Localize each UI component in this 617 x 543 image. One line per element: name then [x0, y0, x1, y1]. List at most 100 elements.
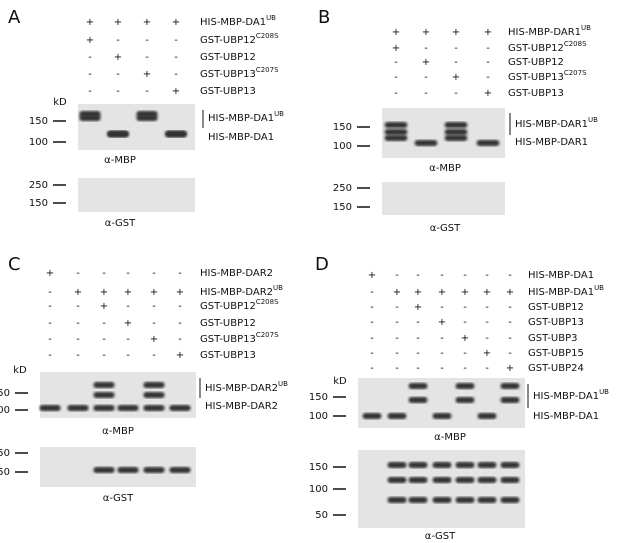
sign: +: [414, 302, 422, 313]
row-label-sup: UB: [581, 24, 591, 32]
sign: +: [368, 270, 376, 281]
row-label: GST-UBP13C207S: [508, 69, 587, 83]
sign: -: [152, 350, 156, 361]
row-label-sup: UB: [266, 14, 276, 22]
sign: +: [483, 348, 491, 359]
band: [477, 462, 497, 468]
band: [117, 405, 139, 411]
marker-label: 50: [315, 510, 328, 521]
band: [143, 382, 165, 388]
antibody-label: α-MBP: [102, 426, 134, 437]
band: [455, 497, 475, 503]
band: [169, 405, 191, 411]
row-label-text: HIS-MBP-DA1: [528, 287, 594, 298]
sign: +: [484, 88, 492, 99]
band: [93, 405, 115, 411]
row-label: GST-UBP12C208S: [200, 298, 279, 312]
band: [384, 122, 408, 128]
marker-label: 250: [333, 183, 352, 194]
band-label-text: HIS-MBP-DAR2: [205, 401, 278, 412]
sign: +: [100, 301, 108, 312]
sign: +: [46, 268, 54, 279]
kd-label: kD: [13, 365, 27, 376]
sign: -: [48, 301, 52, 312]
marker-label: 100: [309, 484, 328, 495]
sign: -: [395, 348, 399, 359]
row-label: HIS-MBP-DAR1UB: [508, 24, 591, 38]
sign: -: [126, 268, 130, 279]
sign: -: [76, 350, 80, 361]
sign: -: [394, 88, 398, 99]
sign: +: [143, 17, 151, 28]
sign: -: [370, 363, 374, 374]
band: [408, 462, 428, 468]
sign: +: [100, 287, 108, 298]
kd-label: kD: [333, 376, 347, 387]
sign: -: [126, 334, 130, 345]
sign: -: [485, 363, 489, 374]
sign: -: [416, 270, 420, 281]
band-label-sup: UB: [274, 110, 284, 118]
row-label: HIS-MBP-DA1: [528, 270, 594, 281]
sign: -: [463, 270, 467, 281]
band-label: HIS-MBP-DA1: [208, 132, 274, 143]
sign: +: [150, 334, 158, 345]
antibody-label: α-GST: [105, 218, 136, 229]
sign: -: [178, 334, 182, 345]
sign: +: [86, 35, 94, 46]
band: [444, 122, 468, 128]
sign: -: [416, 363, 420, 374]
row-label-text: GST-UBP13: [508, 72, 564, 83]
sign: +: [483, 287, 491, 298]
sign: +: [461, 287, 469, 298]
band: [476, 140, 500, 146]
marker-label: 100: [333, 141, 352, 152]
blot: [78, 178, 195, 212]
band: [107, 131, 129, 137]
marker-label: 250: [0, 448, 10, 459]
kd-label: kD: [53, 97, 67, 108]
row-label-sup: C207S: [256, 66, 279, 74]
row-label: GST-UBP13C207S: [200, 331, 279, 345]
sign: -: [395, 363, 399, 374]
sign: +: [176, 350, 184, 361]
sign: -: [178, 318, 182, 329]
band: [432, 462, 452, 468]
row-label-text: GST-UBP13: [200, 350, 256, 361]
sign: -: [102, 334, 106, 345]
sign: -: [370, 287, 374, 298]
band: [477, 477, 497, 483]
blot: [40, 372, 196, 418]
row-label-text: GST-UBP24: [528, 363, 584, 374]
sign: -: [463, 348, 467, 359]
blot: [40, 447, 196, 487]
row-label: GST-UBP12: [200, 318, 256, 329]
sign: -: [463, 363, 467, 374]
sign: -: [454, 57, 458, 68]
band: [408, 497, 428, 503]
sign: -: [48, 334, 52, 345]
sign: -: [152, 318, 156, 329]
row-label-text: GST-UBP12: [200, 301, 256, 312]
sign: -: [48, 318, 52, 329]
sign: -: [174, 69, 178, 80]
antibody-label: α-MBP: [434, 432, 466, 443]
sign: +: [150, 287, 158, 298]
sign: +: [176, 287, 184, 298]
sign: +: [393, 287, 401, 298]
band: [384, 129, 408, 135]
band: [93, 382, 115, 388]
row-label-text: GST-UBP13: [528, 317, 584, 328]
sign: -: [440, 270, 444, 281]
sign: -: [508, 333, 512, 344]
sign: -: [463, 317, 467, 328]
row-label-text: GST-UBP13: [200, 86, 256, 97]
sign: -: [508, 348, 512, 359]
panel-letter: C: [8, 254, 21, 275]
band: [477, 413, 497, 419]
band: [455, 397, 475, 403]
sign: -: [370, 317, 374, 328]
band: [117, 467, 139, 473]
sign: -: [508, 302, 512, 313]
row-label-sup: C208S: [256, 298, 279, 306]
